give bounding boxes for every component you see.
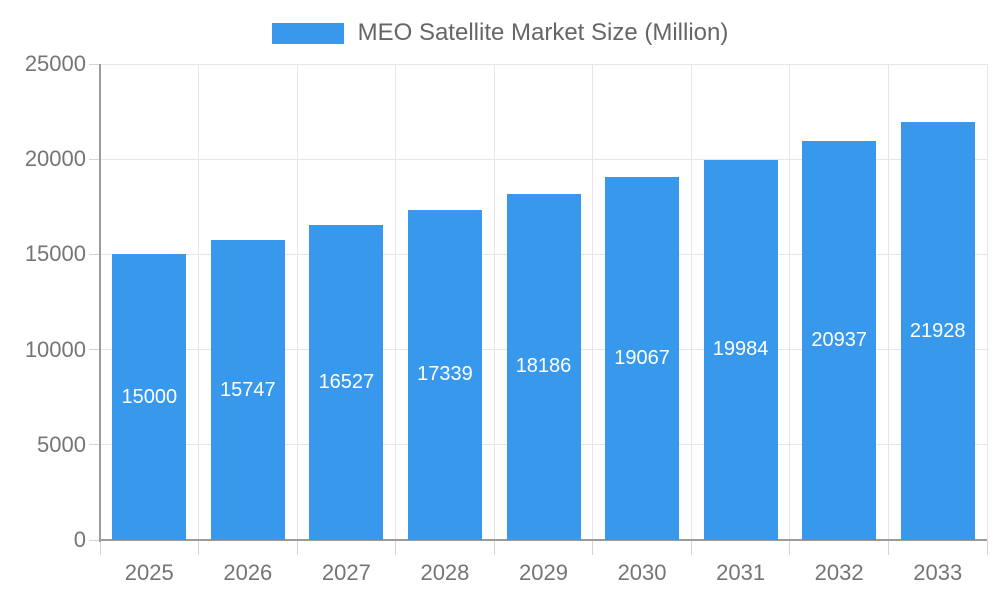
gridline-h (100, 158, 987, 160)
bar-value-label: 18186 (515, 355, 572, 378)
x-axis-tick (887, 540, 889, 555)
y-axis-label: 20000 (24, 146, 86, 172)
x-axis-label: 2032 (814, 560, 864, 585)
gridline-v (198, 64, 200, 540)
x-axis-tick (690, 540, 692, 555)
bar-value-label: 17339 (417, 363, 473, 386)
bar[interactable]: 20937 (802, 141, 877, 540)
y-axis-tick (89, 63, 100, 65)
y-axis-label: 25000 (24, 51, 86, 76)
y-axis-label: 5000 (37, 431, 86, 457)
bar[interactable]: 19067 (605, 176, 680, 540)
y-axis-label: 0 (73, 527, 86, 552)
x-axis-tick (592, 540, 594, 555)
gridline-v (493, 64, 495, 540)
gridline-v (887, 64, 889, 540)
gridline-h (100, 63, 987, 65)
bar[interactable]: 21928 (900, 122, 975, 540)
x-axis-line (100, 539, 987, 541)
x-axis-label: 2033 (913, 560, 963, 585)
bar-value-label: 15747 (220, 378, 276, 401)
bar[interactable]: 15000 (112, 254, 187, 540)
gridline-v (986, 64, 988, 540)
x-axis-tick (493, 540, 495, 555)
legend-label: MEO Satellite Market Size (Million) (357, 19, 729, 46)
x-axis-label: 2027 (321, 560, 371, 585)
gridline-v (789, 64, 791, 540)
bar[interactable]: 18186 (506, 193, 581, 540)
x-axis-tick (99, 540, 101, 555)
gridline-v (395, 64, 397, 540)
x-axis-label: 2031 (716, 560, 766, 585)
y-axis-label: 10000 (24, 336, 86, 362)
bar[interactable]: 17339 (407, 209, 482, 540)
y-axis-tick (89, 444, 100, 446)
x-axis-label: 2028 (420, 560, 470, 585)
y-axis-tick (89, 349, 100, 351)
x-axis-tick (198, 540, 200, 555)
bar-value-label: 19984 (712, 338, 769, 361)
gridline-v (592, 64, 594, 540)
bar-value-label: 19067 (614, 346, 670, 369)
y-axis-tick (89, 158, 100, 160)
y-axis-label: 15000 (24, 241, 86, 267)
x-axis-label: 2030 (617, 560, 667, 585)
x-axis-tick (789, 540, 791, 555)
y-axis-tick (89, 253, 100, 255)
bar[interactable]: 16527 (309, 225, 384, 540)
bar-value-label: 21928 (909, 319, 966, 342)
y-axis-line (99, 64, 101, 542)
bar[interactable]: 19984 (703, 159, 778, 540)
x-axis-label: 2025 (124, 560, 174, 585)
bar-value-label: 15000 (121, 385, 178, 408)
legend-swatch (271, 22, 344, 44)
legend[interactable]: MEO Satellite Market Size (Million) (0, 16, 1000, 50)
x-axis-label: 2029 (519, 560, 568, 585)
bar-value-label: 16527 (318, 371, 375, 394)
x-axis-label: 2026 (223, 560, 273, 585)
x-axis-tick (986, 540, 988, 555)
gridline-v (690, 64, 692, 540)
gridline-v (296, 64, 298, 540)
bar-value-label: 20937 (811, 329, 867, 352)
x-axis-tick (296, 540, 298, 555)
bar[interactable]: 15747 (210, 240, 285, 540)
y-axis-tick (89, 539, 100, 541)
x-axis-tick (395, 540, 397, 555)
